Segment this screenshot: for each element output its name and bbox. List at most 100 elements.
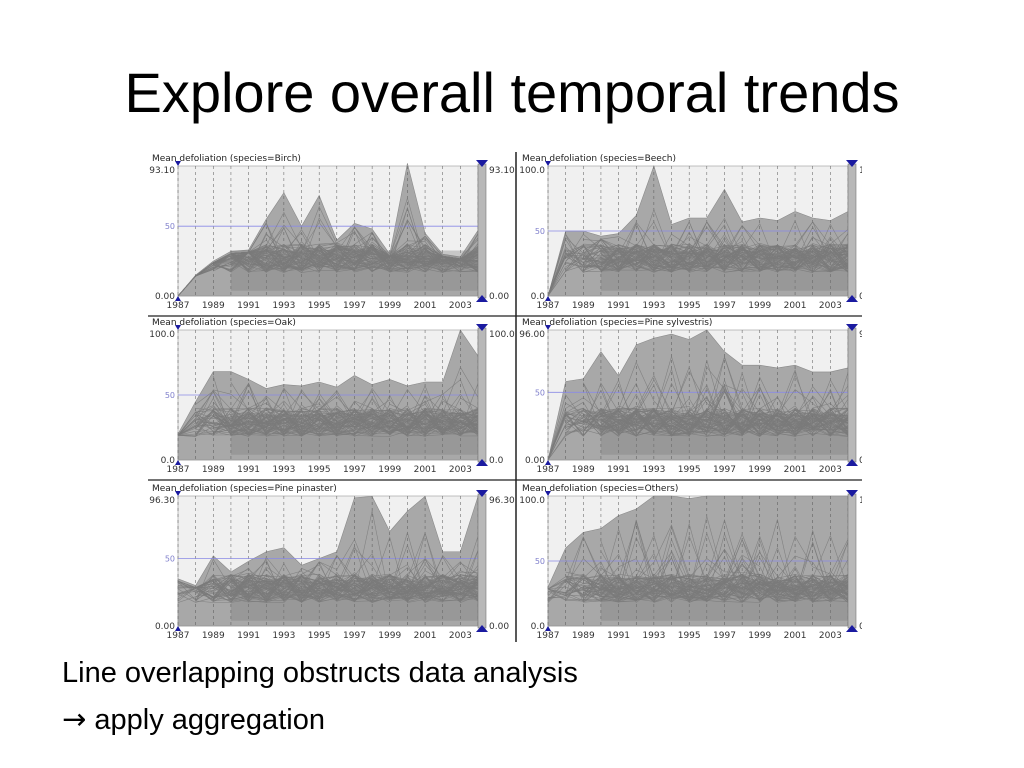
x-tick-label: 1989 [202,301,225,311]
series-line [600,384,849,436]
range-slider-track [477,493,487,629]
series-line [195,550,479,602]
series-line [600,388,849,432]
series-line [565,565,849,602]
series-line [195,564,479,602]
series-line [177,246,479,297]
panel-1: Mean defoliation (species=Birch) 93.10 50 0… [149,154,515,311]
y-tick-label: 50 [165,391,175,400]
series-line [213,547,479,603]
x-tick-label: 1991 [607,631,630,641]
small-multiples-figure: Mean defoliation (species=Birch) 93.10 50 0… [148,150,862,644]
slider-bottom-marker [476,625,488,632]
x-tick-label: 1995 [678,465,701,475]
series-line [213,244,479,271]
series-line [600,546,849,601]
series-line [230,248,479,273]
range-slider-track [847,493,857,629]
left-bottom-marker [545,296,551,301]
series-line [600,563,849,598]
x-tick-label: 1987 [167,631,190,641]
series-line [565,516,849,603]
panel-4: Mean defoliation (species=Pine sylvestri… [519,318,862,475]
series-line [600,226,849,273]
x-tick-label: 1995 [678,301,701,311]
y-tick-label: 100.0 [519,496,545,506]
series-line [230,396,479,433]
series-line [230,409,479,437]
series-line [177,392,479,436]
x-tick-label: 1987 [167,465,190,475]
series-line [230,408,479,435]
right-max-label: 100.0 [489,330,515,340]
dense-line-cluster [230,250,478,291]
chart-grid-svg: Mean defoliation (species=Birch) 93.10 50 0… [148,152,862,642]
y-tick-label: 0.0 [531,292,546,302]
panel-title: Mean defoliation (species=Beech) [522,154,676,164]
x-tick-label: 1991 [237,301,260,311]
x-tick-label: 1999 [748,631,771,641]
x-tick-label: 2003 [449,631,472,641]
x-tick-label: 1993 [272,301,295,311]
series-line [230,407,479,435]
series-line [600,384,848,433]
series-line [565,247,849,271]
series-line [600,208,849,272]
left-top-marker [175,491,181,496]
left-bottom-marker [545,626,551,631]
range-slider-track [847,327,857,463]
series-line [195,246,479,277]
y-tick-label: 96.30 [149,496,175,506]
x-tick-label: 1995 [308,465,331,475]
series-line [600,245,849,272]
series-line [177,408,479,436]
series-line [565,555,849,602]
series-line [230,244,479,273]
slider-top-marker [846,160,858,167]
right-max-label: 100.0 [859,496,862,506]
slide-title: Explore overall temporal trends [124,61,900,124]
x-tick-label: 1993 [642,631,665,641]
x-tick-label: 1993 [272,631,295,641]
series-line [177,574,479,603]
slider-bottom-marker [846,295,858,302]
panel-title: Mean defoliation (species=Pine pinaster) [152,484,337,494]
y-tick-label: 100.0 [519,166,545,176]
x-tick-label: 1987 [537,631,560,641]
right-max-label: 93.10 [489,166,515,176]
x-tick-label: 1987 [537,301,560,311]
series-line [565,574,849,603]
caption-line-2: → apply aggregation [62,696,578,743]
x-tick-label: 1989 [572,465,595,475]
x-tick-label: 1991 [607,301,630,311]
x-tick-label: 1991 [237,465,260,475]
x-tick-label: 1999 [378,301,401,311]
right-min-label: 0.00 [489,292,509,302]
x-tick-label: 1999 [748,301,771,311]
y-tick-label: 0.0 [531,622,546,632]
x-tick-label: 2003 [819,301,842,311]
x-tick-label: 1991 [607,465,630,475]
series-line [195,226,479,277]
caption-line-2-text: apply aggregation [94,704,325,736]
x-tick-label: 2003 [449,465,472,475]
series-line [213,231,479,270]
series-line [583,576,849,601]
series-line [565,233,849,273]
x-tick-label: 2001 [784,465,807,475]
right-max-label: 96.00 [859,330,862,340]
y-tick-label: 100.0 [149,330,175,340]
panel-5: Mean defoliation (species=Pine pinaster)… [149,484,515,641]
series-line [600,221,849,272]
x-tick-label: 2001 [784,301,807,311]
series-line [195,412,479,435]
series-line [195,237,479,277]
series-line [195,576,479,601]
series-line [547,521,849,601]
series-line [213,396,479,436]
series-line [547,237,849,297]
slider-top-marker [846,490,858,497]
panel-title: Mean defoliation (species=Others) [522,484,678,494]
series-line [547,394,849,461]
y-tick-label: 96.00 [519,330,545,340]
